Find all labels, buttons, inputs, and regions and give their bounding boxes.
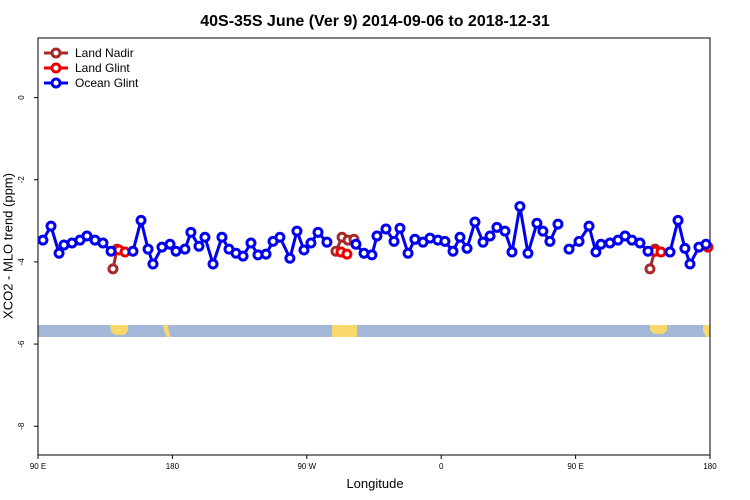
data-point	[514, 200, 526, 212]
land-patch	[110, 325, 128, 336]
data-point	[380, 223, 392, 235]
ocean-band	[38, 325, 710, 337]
data-point	[170, 245, 182, 257]
data-point	[284, 252, 296, 264]
data-point	[291, 225, 303, 237]
data-point	[199, 231, 211, 243]
data-point	[164, 238, 176, 250]
data-point	[179, 243, 191, 255]
data-point	[447, 245, 459, 257]
data-point	[185, 226, 197, 238]
data-point	[573, 235, 585, 247]
data-point	[207, 258, 219, 270]
data-point	[245, 237, 257, 249]
data-point	[644, 263, 656, 275]
data-point	[216, 231, 228, 243]
data-point	[642, 245, 654, 257]
legend-label: Land Glint	[75, 61, 130, 75]
data-point	[655, 246, 667, 258]
y-tick-label: -2	[17, 176, 26, 184]
data-point	[531, 217, 543, 229]
data-point	[672, 214, 684, 226]
x-tick-label: 90 W	[297, 462, 316, 471]
data-point	[522, 247, 534, 259]
data-point	[664, 246, 676, 258]
y-axis-label: XCO2 - MLO trend (ppm)	[0, 173, 15, 319]
chart-title: 40S-35S June (Ver 9) 2014-09-06 to 2018-…	[200, 13, 550, 30]
legend-label: Ocean Glint	[75, 76, 139, 90]
data-point	[371, 230, 383, 242]
data-point	[634, 237, 646, 249]
data-point	[274, 231, 286, 243]
data-point	[461, 242, 473, 254]
data-point	[700, 238, 712, 250]
data-point	[454, 231, 466, 243]
data-point	[260, 248, 272, 260]
x-tick-label: 180	[166, 462, 180, 471]
legend-label: Land Nadir	[75, 46, 134, 60]
data-point	[237, 250, 249, 262]
data-point	[439, 235, 451, 247]
data-point	[142, 243, 154, 255]
legend-marker	[50, 62, 62, 74]
x-axis-label: Longitude	[346, 476, 403, 491]
y-tick-label: 0	[17, 95, 26, 100]
legend-marker	[50, 47, 62, 59]
data-point	[366, 249, 378, 261]
data-point	[53, 247, 65, 259]
y-tick-label: -6	[17, 340, 26, 348]
data-point	[81, 230, 93, 242]
data-point	[684, 258, 696, 270]
data-point	[321, 236, 333, 248]
x-tick-label: 180	[703, 462, 717, 471]
y-tick-label: -4	[17, 258, 26, 266]
legend-marker	[50, 77, 62, 89]
data-point	[499, 225, 511, 237]
data-point	[45, 220, 57, 232]
land-patch	[332, 325, 357, 337]
data-point	[147, 258, 159, 270]
data-point	[679, 242, 691, 254]
data-point	[193, 240, 205, 252]
data-point	[506, 246, 518, 258]
data-point	[37, 234, 49, 246]
data-point	[388, 235, 400, 247]
data-point	[312, 226, 324, 238]
x-tick-label: 90 E	[30, 462, 46, 471]
data-point	[552, 218, 564, 230]
data-point	[135, 214, 147, 226]
data-point	[537, 225, 549, 237]
data-point	[563, 243, 575, 255]
data-point	[341, 248, 353, 260]
land-patch	[163, 325, 171, 337]
data-point	[590, 246, 602, 258]
data-point	[469, 216, 481, 228]
data-point	[107, 263, 119, 275]
data-point	[544, 235, 556, 247]
data-point	[595, 238, 607, 250]
data-point	[350, 238, 362, 250]
data-point	[97, 237, 109, 249]
data-point	[298, 244, 310, 256]
data-point	[305, 237, 317, 249]
data-point	[127, 245, 139, 257]
data-point	[402, 247, 414, 259]
x-tick-label: 0	[439, 462, 444, 471]
map-strip	[38, 325, 710, 337]
y-tick-label: -8	[17, 422, 26, 430]
data-point	[477, 236, 489, 248]
data-point	[484, 230, 496, 242]
land-patch	[703, 325, 710, 337]
data-point	[583, 220, 595, 232]
land-patch	[650, 325, 667, 335]
data-point	[394, 222, 406, 234]
data-point	[105, 245, 117, 257]
x-tick-label: 90 E	[567, 462, 583, 471]
